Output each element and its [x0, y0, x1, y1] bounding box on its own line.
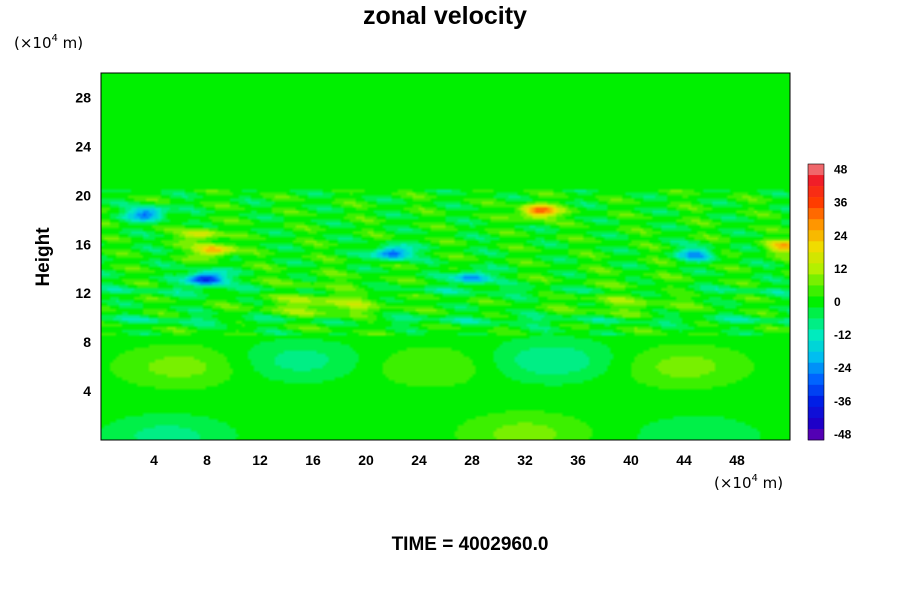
- colorbar-band: [808, 274, 824, 286]
- colorbar-tick-label: -12: [834, 328, 852, 342]
- colorbar-band: [808, 230, 824, 242]
- colorbar-tick-label: -48: [834, 427, 852, 441]
- colorbar-band: [808, 395, 824, 408]
- colorbar: [807, 163, 825, 441]
- x-tick-label: 8: [203, 452, 211, 468]
- y-tick-label: 4: [83, 383, 91, 399]
- x-axis-ticks: 4 8 12 16 20 24 28 32 36 40 44 48: [150, 452, 745, 468]
- plot-area: [100, 72, 791, 441]
- colorbar-band: [808, 219, 824, 231]
- chart-title: zonal velocity: [363, 2, 527, 30]
- colorbar-frame: [807, 163, 825, 441]
- colorbar-band: [808, 362, 824, 375]
- colorbar-tick-label: 12: [834, 262, 848, 276]
- y-axis-units: (×104 m): [14, 33, 83, 52]
- y-tick-label: 12: [75, 285, 91, 301]
- colorbar-band: [808, 384, 824, 397]
- colorbar-band: [808, 351, 824, 364]
- colorbar-tick-label: 24: [834, 229, 848, 243]
- colorbar-band: [808, 329, 824, 341]
- y-axis-ticks: 4 8 12 16 20 24 28: [75, 89, 91, 399]
- y-axis-label: Height: [33, 227, 54, 287]
- x-tick-label: 28: [464, 452, 480, 468]
- colorbar-band: [808, 340, 824, 352]
- x-tick-label: 36: [570, 452, 586, 468]
- y-tick-label: 24: [75, 138, 91, 154]
- colorbar-band: [808, 186, 824, 198]
- y-tick-label: 8: [83, 334, 91, 350]
- colorbar-tick-label: 0: [834, 295, 841, 309]
- colorbar-band: [808, 263, 824, 275]
- x-tick-label: 4: [150, 452, 158, 468]
- colorbar-band: [808, 296, 824, 308]
- y-tick-label: 28: [75, 89, 91, 105]
- colorbar-band: [808, 417, 824, 430]
- x-axis-units: (×104 m): [714, 473, 783, 492]
- x-tick-label: 40: [623, 452, 639, 468]
- colorbar-band: [808, 197, 824, 209]
- x-tick-label: 44: [676, 452, 692, 468]
- y-tick-label: 20: [75, 187, 91, 203]
- heatmap-image: [101, 73, 790, 440]
- x-tick-label: 20: [358, 452, 374, 468]
- colorbar-tick-label: -24: [834, 361, 852, 375]
- colorbar-band: [808, 164, 824, 176]
- colorbar-band: [808, 285, 824, 297]
- colorbar-band: [808, 252, 824, 264]
- time-label: TIME = 4002960.0: [392, 534, 549, 555]
- colorbar-band: [808, 175, 824, 187]
- colorbar-tick-label: 48: [834, 163, 848, 177]
- colorbar-band: [808, 428, 824, 441]
- colorbar-band: [808, 241, 824, 253]
- x-tick-label: 12: [252, 452, 268, 468]
- colorbar-band: [808, 318, 824, 330]
- colorbar-band: [808, 307, 824, 319]
- x-tick-label: 24: [411, 452, 427, 468]
- x-tick-label: 32: [517, 452, 533, 468]
- colorbar-band: [808, 406, 824, 419]
- colorbar-tick-label: -36: [834, 394, 852, 408]
- colorbar-ticks: 48 36 24 12 0 -12 -24 -36 -48: [834, 163, 852, 442]
- colorbar-band: [808, 208, 824, 220]
- y-tick-label: 16: [75, 236, 91, 252]
- colorbar-tick-label: 36: [834, 196, 848, 210]
- plot-frame: [100, 72, 791, 441]
- x-tick-label: 16: [305, 452, 321, 468]
- x-tick-label: 48: [729, 452, 745, 468]
- colorbar-band: [808, 373, 824, 386]
